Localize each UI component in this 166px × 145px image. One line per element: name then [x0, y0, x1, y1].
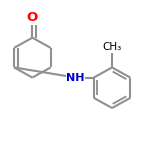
Text: O: O — [27, 11, 38, 24]
Text: NH: NH — [66, 73, 85, 83]
Text: CH₃: CH₃ — [102, 42, 122, 52]
